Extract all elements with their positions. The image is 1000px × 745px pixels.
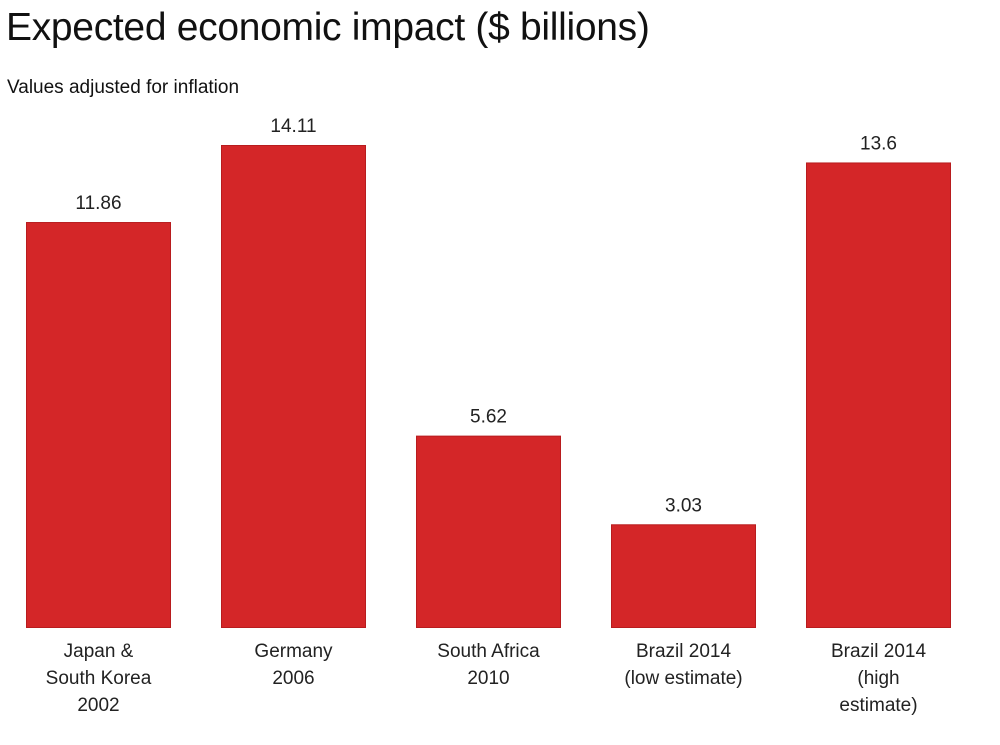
bar-0 xyxy=(26,222,171,628)
data-label-0: 11.86 xyxy=(75,193,121,214)
bar-1 xyxy=(221,145,366,628)
bar-2 xyxy=(416,435,561,628)
category-label-1-line-1: 2006 xyxy=(272,668,314,689)
data-label-2: 5.62 xyxy=(470,407,507,428)
category-label-2-line-1: 2010 xyxy=(467,668,509,689)
category-label-4-line-0: Brazil 2014 xyxy=(831,641,926,662)
data-label-1: 14.11 xyxy=(270,116,316,137)
bar-4 xyxy=(806,162,951,628)
category-label-0-line-1: South Korea xyxy=(46,668,152,689)
bar-3 xyxy=(611,524,756,629)
category-label-2-line-0: South Africa xyxy=(437,641,540,662)
data-label-4: 13.6 xyxy=(860,133,897,154)
category-label-0-line-0: Japan & xyxy=(64,641,134,662)
category-label-1-line-0: Germany xyxy=(254,641,333,662)
chart-title: Expected economic impact ($ billions) xyxy=(6,6,650,49)
data-label-3: 3.03 xyxy=(665,495,702,516)
category-label-3-line-1: (low estimate) xyxy=(624,668,742,689)
chart-subtitle: Values adjusted for inflation xyxy=(7,77,240,98)
category-label-0-line-2: 2002 xyxy=(77,695,119,716)
category-label-3-line-0: Brazil 2014 xyxy=(636,641,731,662)
category-label-4-line-2: estimate) xyxy=(839,695,917,716)
category-label-4-line-1: (high xyxy=(857,668,899,689)
